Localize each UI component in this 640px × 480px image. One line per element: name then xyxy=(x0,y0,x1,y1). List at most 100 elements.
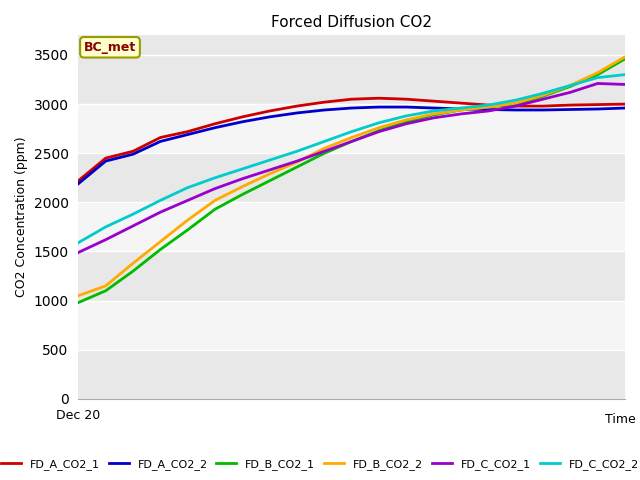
FD_A_CO2_1 xyxy=(102,155,109,161)
FD_A_CO2_2 xyxy=(512,107,520,113)
FD_B_CO2_2 xyxy=(321,145,328,151)
FD_B_CO2_2 xyxy=(75,293,83,299)
FD_A_CO2_1 xyxy=(293,103,301,109)
Bar xyxy=(79,36,625,55)
FD_A_CO2_2 xyxy=(157,139,164,144)
FD_C_CO2_1 xyxy=(457,111,465,117)
FD_C_CO2_2 xyxy=(457,105,465,111)
FD_C_CO2_1 xyxy=(157,209,164,215)
FD_C_CO2_1 xyxy=(594,81,602,86)
Line: FD_C_CO2_1: FD_C_CO2_1 xyxy=(79,84,625,252)
FD_C_CO2_2 xyxy=(430,108,438,114)
FD_A_CO2_2 xyxy=(539,107,547,113)
FD_C_CO2_1 xyxy=(403,121,410,127)
FD_B_CO2_1 xyxy=(512,101,520,107)
X-axis label: Time: Time xyxy=(605,413,636,426)
FD_C_CO2_1 xyxy=(375,129,383,134)
FD_B_CO2_2 xyxy=(348,134,356,140)
FD_B_CO2_1 xyxy=(211,206,219,212)
FD_A_CO2_1 xyxy=(375,96,383,101)
FD_A_CO2_2 xyxy=(375,104,383,110)
FD_C_CO2_2 xyxy=(211,175,219,180)
FD_C_CO2_1 xyxy=(348,139,356,144)
FD_B_CO2_1 xyxy=(484,104,492,110)
FD_A_CO2_1 xyxy=(403,96,410,102)
Line: FD_B_CO2_2: FD_B_CO2_2 xyxy=(79,57,625,296)
FD_C_CO2_2 xyxy=(293,148,301,154)
FD_B_CO2_2 xyxy=(293,159,301,165)
FD_B_CO2_2 xyxy=(621,54,629,60)
Bar xyxy=(79,55,625,104)
FD_B_CO2_1 xyxy=(375,128,383,133)
FD_A_CO2_2 xyxy=(321,107,328,113)
FD_A_CO2_2 xyxy=(184,132,191,137)
FD_C_CO2_1 xyxy=(211,186,219,192)
FD_A_CO2_1 xyxy=(348,96,356,102)
Bar xyxy=(79,153,625,203)
FD_B_CO2_2 xyxy=(566,83,574,88)
FD_B_CO2_2 xyxy=(211,197,219,203)
Text: BC_met: BC_met xyxy=(84,41,136,54)
FD_C_CO2_2 xyxy=(266,157,273,163)
FD_A_CO2_2 xyxy=(594,106,602,112)
FD_A_CO2_2 xyxy=(403,104,410,110)
FD_A_CO2_2 xyxy=(484,107,492,112)
FD_A_CO2_2 xyxy=(457,106,465,112)
FD_B_CO2_1 xyxy=(403,119,410,125)
FD_C_CO2_1 xyxy=(75,250,83,255)
FD_B_CO2_1 xyxy=(430,112,438,118)
FD_C_CO2_1 xyxy=(293,158,301,164)
FD_B_CO2_2 xyxy=(375,125,383,131)
FD_A_CO2_2 xyxy=(75,181,83,187)
FD_B_CO2_2 xyxy=(266,171,273,177)
FD_B_CO2_1 xyxy=(621,56,629,62)
Bar xyxy=(79,300,625,350)
FD_C_CO2_2 xyxy=(129,211,137,217)
FD_C_CO2_2 xyxy=(484,102,492,108)
FD_B_CO2_2 xyxy=(539,92,547,98)
FD_B_CO2_2 xyxy=(457,107,465,113)
FD_C_CO2_2 xyxy=(375,120,383,126)
FD_B_CO2_1 xyxy=(184,227,191,233)
FD_A_CO2_2 xyxy=(102,158,109,164)
FD_C_CO2_2 xyxy=(321,139,328,144)
FD_B_CO2_2 xyxy=(594,70,602,75)
FD_B_CO2_1 xyxy=(239,192,246,197)
FD_B_CO2_2 xyxy=(403,117,410,123)
FD_B_CO2_2 xyxy=(157,239,164,244)
FD_C_CO2_2 xyxy=(348,129,356,134)
FD_B_CO2_1 xyxy=(457,107,465,113)
FD_A_CO2_1 xyxy=(594,102,602,108)
FD_B_CO2_2 xyxy=(484,104,492,110)
FD_B_CO2_1 xyxy=(348,139,356,144)
FD_C_CO2_2 xyxy=(403,113,410,119)
FD_C_CO2_2 xyxy=(512,97,520,103)
FD_C_CO2_1 xyxy=(484,108,492,114)
FD_C_CO2_2 xyxy=(239,166,246,172)
FD_B_CO2_2 xyxy=(184,217,191,223)
Title: Forced Diffusion CO2: Forced Diffusion CO2 xyxy=(271,15,432,30)
FD_A_CO2_2 xyxy=(239,119,246,125)
FD_B_CO2_1 xyxy=(266,178,273,184)
Bar xyxy=(79,350,625,399)
FD_A_CO2_1 xyxy=(539,103,547,109)
FD_A_CO2_1 xyxy=(321,99,328,105)
FD_B_CO2_2 xyxy=(102,283,109,289)
Bar xyxy=(79,104,625,153)
FD_A_CO2_1 xyxy=(157,134,164,140)
FD_B_CO2_2 xyxy=(512,100,520,106)
FD_C_CO2_2 xyxy=(157,197,164,203)
FD_B_CO2_1 xyxy=(594,72,602,77)
FD_A_CO2_1 xyxy=(512,103,520,109)
FD_C_CO2_1 xyxy=(102,237,109,242)
FD_A_CO2_1 xyxy=(430,98,438,104)
FD_C_CO2_1 xyxy=(430,115,438,121)
FD_C_CO2_2 xyxy=(539,90,547,96)
FD_B_CO2_1 xyxy=(157,247,164,252)
FD_B_CO2_1 xyxy=(321,150,328,156)
FD_B_CO2_2 xyxy=(129,260,137,266)
FD_A_CO2_2 xyxy=(566,107,574,112)
FD_A_CO2_1 xyxy=(184,129,191,134)
FD_A_CO2_1 xyxy=(211,121,219,127)
FD_A_CO2_1 xyxy=(129,148,137,154)
